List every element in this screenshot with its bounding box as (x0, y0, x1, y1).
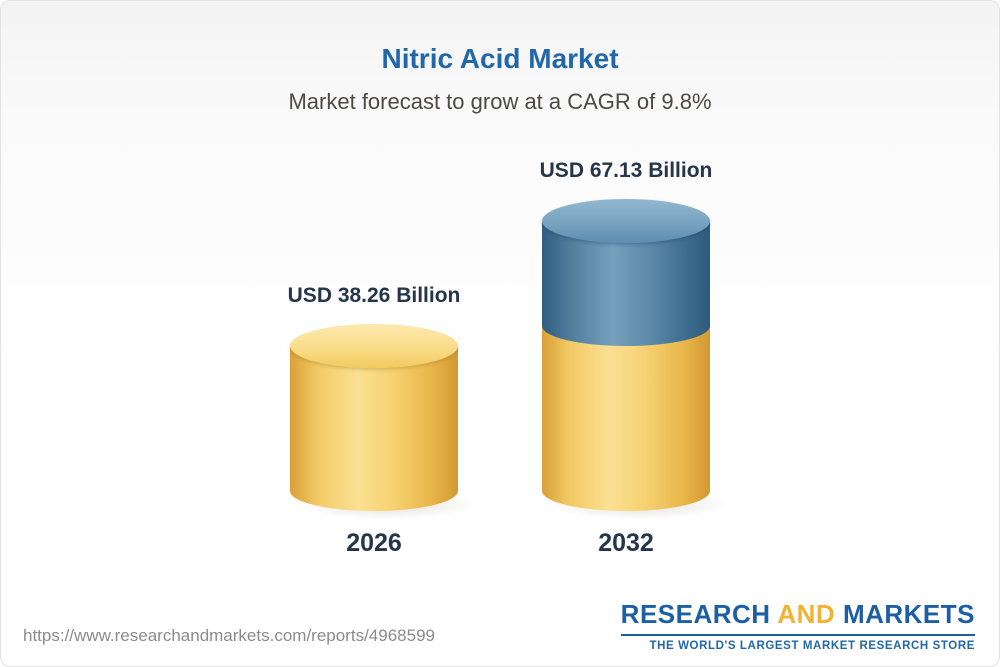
page-subtitle: Market forecast to grow at a CAGR of 9.8… (288, 89, 712, 114)
bar-2026-year-label: 2026 (346, 529, 402, 557)
page-title: Nitric Acid Market (381, 43, 619, 74)
report-url-link[interactable]: https://www.researchandmarkets.com/repor… (23, 626, 435, 645)
bar-2032-value-label: USD 67.13 Billion (539, 159, 713, 182)
bar-2032: USD 67.13 Billion 2032 (540, 159, 732, 558)
logo-wordmark: RESEARCH AND MARKETS (621, 599, 975, 630)
research-and-markets-logo: RESEARCH AND MARKETS THE WORLD'S LARGEST… (620, 599, 975, 652)
bar-2026-body (290, 346, 458, 511)
logo-divider (620, 634, 975, 636)
bar-2026-cylinder: USD 38.26 Billion (287, 181, 480, 520)
bar-2026: USD 38.26 Billion 2026 (287, 181, 480, 558)
bar-2032-base-segment (542, 326, 710, 511)
bar-2026-top-ellipse (290, 324, 458, 368)
logo-word-markets: MARKETS (842, 599, 975, 629)
logo-word-research: RESEARCH (620, 599, 771, 629)
bar-chart: USD 38.26 Billion 2026 USD 67.13 Billion… (1, 159, 999, 558)
bar-2032-top-ellipse (542, 199, 710, 243)
bar-2032-year-label: 2032 (598, 529, 654, 557)
logo-word-and: AND (777, 599, 836, 629)
bar-2026-value-label: USD 38.26 Billion (287, 284, 461, 307)
bar-2032-cylinder: USD 67.13 Billion (540, 159, 732, 520)
logo-tagline: THE WORLD'S LARGEST MARKET RESEARCH STOR… (649, 640, 975, 652)
